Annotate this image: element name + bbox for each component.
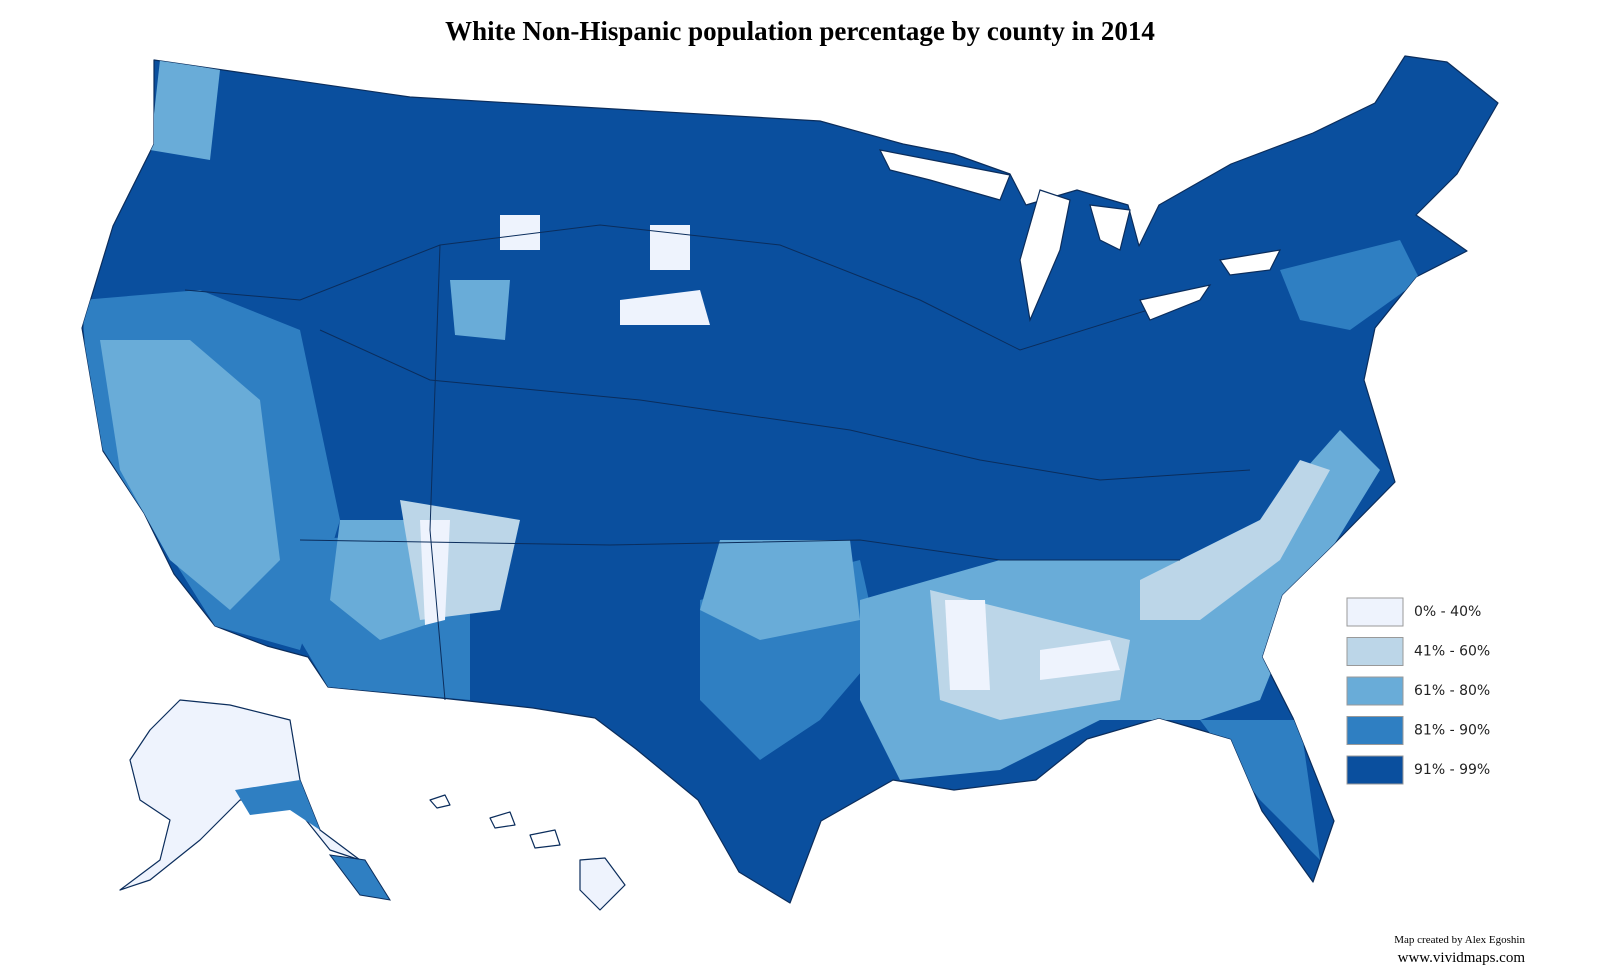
region-california [100,340,280,610]
region-oklahoma [700,540,860,640]
legend-label: 91% - 99% [1414,762,1490,778]
great-lakes [878,149,1282,323]
legend-label: 0% - 40% [1414,604,1481,620]
region-carolinas [1140,460,1330,620]
hawaii-island [529,829,561,849]
county-patterns [82,60,1420,860]
credit: Map created by Alex Egoshin [1394,934,1525,946]
website: www.vividmaps.com [1398,950,1526,966]
hawaii [429,794,626,911]
region-delta [945,600,990,690]
legend-swatch [1346,755,1404,785]
legend: 0% - 40% 41% - 60% 61% - 80% 81% - 90% 91% -… [1346,597,1490,785]
region-sd-reservations [620,290,710,325]
region-sd-west [650,225,690,270]
legend-swatch [1346,676,1404,706]
region-northeast-corridor [1280,240,1420,330]
legend-swatch [1346,716,1404,745]
hawaii-island [429,794,451,809]
region-florida [1200,720,1320,860]
alaska [119,699,392,901]
region-nm-north [420,520,450,625]
region-wyoming [450,280,510,340]
region-washington [150,60,220,160]
alaska-south [235,780,320,830]
legend-swatch [1346,597,1404,627]
region-alabama [1040,640,1120,680]
map-title: White Non-Hispanic population percentage… [445,16,1155,46]
legend-label: 61% - 80% [1414,683,1490,699]
hawaii-island [489,811,516,829]
legend-label: 81% - 90% [1414,723,1490,739]
state-borders [319,329,1251,481]
state-borders [184,224,1181,351]
state-borders [429,244,446,701]
region-montana [500,215,540,250]
state-borders [299,539,1180,561]
contiguous-us [81,55,1499,904]
legend-swatch [1346,637,1404,666]
hawaii-big-island [579,857,626,911]
legend-label: 41% - 60% [1414,644,1490,660]
alaska-panhandle [328,854,392,901]
